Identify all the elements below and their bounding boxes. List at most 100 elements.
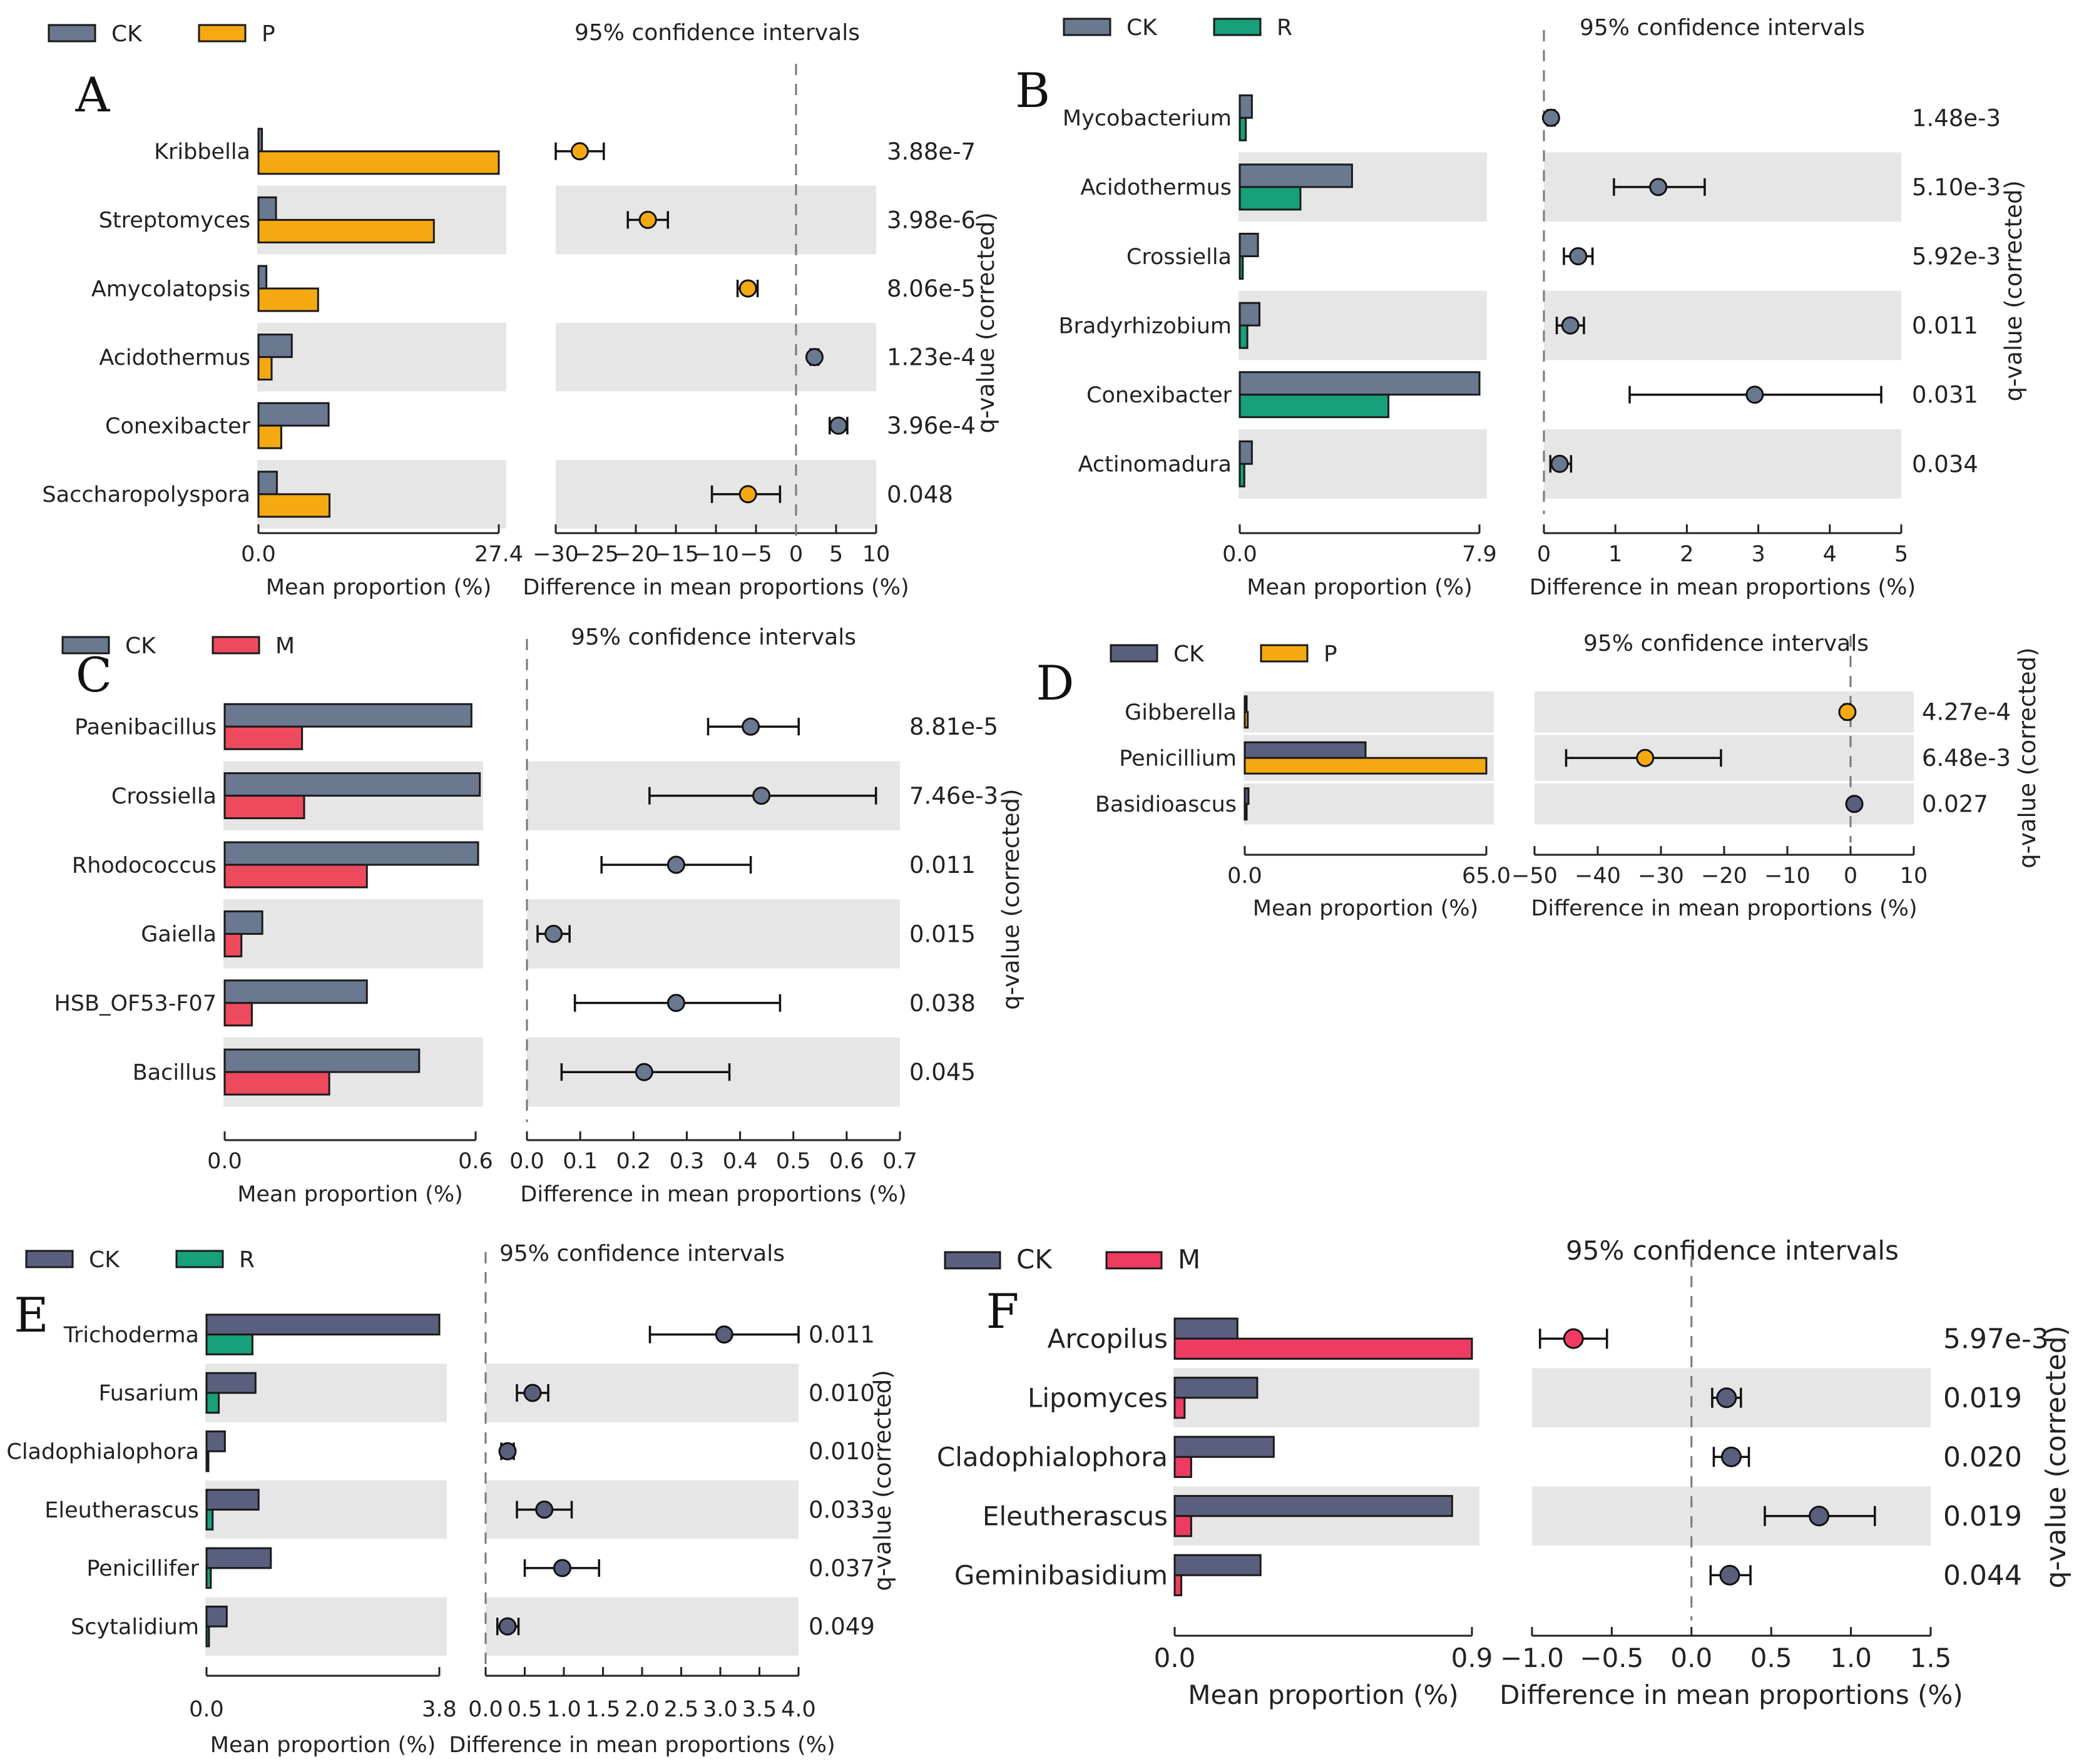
panel-letter: B — [1015, 63, 1050, 118]
mean-tick-label: 3.8 — [422, 1697, 457, 1722]
bar-ck — [1239, 440, 1253, 465]
bar-m — [223, 795, 305, 820]
bar-m — [223, 1002, 253, 1027]
row-background — [527, 899, 900, 969]
bar-r — [205, 1450, 210, 1472]
q-value-axis-title: q-value (corrected) — [998, 789, 1024, 1010]
category-label: Streptomyces — [99, 208, 250, 233]
diff-tick-label: 1.5 — [586, 1697, 621, 1722]
category-label: Cladophialophora — [937, 1442, 1168, 1472]
row-background — [486, 1597, 799, 1656]
bar-ck — [1239, 94, 1253, 119]
mean-difference-point — [1745, 385, 1764, 404]
diff-tick-label: −0.5 — [1580, 1643, 1643, 1673]
legend-swatch-ck — [25, 1250, 74, 1268]
legend-swatch-ck — [944, 1251, 1001, 1270]
bar-ck — [257, 196, 277, 221]
mean-axis-title: Mean proportion (%) — [237, 1182, 463, 1207]
category-label: Saccharopolyspora — [42, 482, 250, 507]
mean-tick-label: 0.0 — [1154, 1643, 1196, 1673]
row-background — [257, 322, 506, 392]
q-value: 5.97e-3 — [1943, 1323, 2049, 1355]
bar-p — [257, 287, 319, 312]
q-value: 0.034 — [1912, 451, 1978, 477]
diff-tick-label: −20 — [613, 542, 659, 567]
panel-letter: A — [75, 67, 111, 123]
bar-ck — [1173, 1435, 1275, 1458]
diff-tick-label: 2.5 — [664, 1697, 699, 1722]
bar-m — [1173, 1574, 1183, 1596]
legend-label-m: M — [275, 633, 295, 659]
diff-tick-label: 3.5 — [742, 1697, 777, 1722]
ci-title: 95% confidence intervals — [499, 1241, 785, 1267]
diff-tick-label: 3 — [1751, 542, 1765, 567]
mean-axis-title: Mean proportion (%) — [210, 1733, 436, 1758]
diff-tick-label: −40 — [1575, 864, 1621, 889]
mean-axis: 0.0 27.4 Mean proportion (%) — [241, 524, 523, 600]
mean-difference-point — [1721, 1446, 1742, 1467]
mean-tick-label: 0.9 — [1451, 1643, 1493, 1673]
legend-swatch-p — [198, 24, 247, 43]
legend-label-ck: CK — [1173, 641, 1205, 667]
diff-tick-label: −10 — [1764, 864, 1811, 889]
panel-c: C CK M 95% confidence intervals Paenibacillu… — [54, 625, 1024, 1207]
panel-letter: E — [14, 1287, 48, 1343]
mean-difference-point — [1569, 247, 1588, 265]
q-value-axis-title: q-value (corrected) — [869, 1370, 896, 1591]
bar-r — [1239, 186, 1302, 211]
mean-tick-label: 7.9 — [1462, 542, 1497, 567]
bar-m — [223, 864, 368, 889]
mean-difference-point — [667, 855, 685, 874]
q-value-axis-title: q-value (corrected) — [2000, 180, 2027, 401]
diff-tick-label: 1.5 — [1910, 1643, 1952, 1673]
row-background — [556, 185, 876, 255]
category-label: HSB_OF53-F07 — [54, 991, 217, 1016]
category-label: Kribbella — [154, 140, 250, 165]
mean-difference-point — [570, 142, 589, 161]
row-background — [1239, 290, 1487, 360]
bar-p — [257, 424, 282, 449]
mean-axis: 0.0 7.9 Mean proportion (%) — [1222, 524, 1497, 600]
diff-axis: −50 −40 −30 −20 −10 0 10 Difference in mean pro… — [1511, 846, 1928, 921]
category-label: Cladophialophora — [6, 1440, 199, 1465]
category-label: Paenibacillus — [74, 715, 217, 740]
diff-tick-label: 0.2 — [616, 1149, 651, 1174]
diff-tick-label: 0.7 — [882, 1149, 917, 1174]
diff-axis: 0.0 0.5 1.0 1.5 2.0 2.5 3.0 3.5 4.0 Difference in… — [449, 1667, 835, 1758]
mean-axis-title: Mean proportion (%) — [1253, 896, 1479, 921]
bar-p — [257, 356, 273, 381]
row-background — [1544, 290, 1901, 360]
category-label: Gaiella — [141, 922, 217, 947]
q-value: 6.48e-3 — [1922, 745, 2011, 772]
ci-title: 95% confidence intervals — [571, 625, 856, 650]
legend-label-m: M — [1178, 1244, 1200, 1275]
mean-tick-label: 0.0 — [1222, 542, 1257, 567]
mean-difference-point — [738, 485, 757, 504]
panel-e: E CK R 95% confidence intervals Trichoderma F… — [6, 1241, 896, 1758]
bar-r — [205, 1567, 212, 1589]
q-value: 0.037 — [809, 1555, 875, 1582]
bar-r — [1239, 462, 1245, 487]
q-value: 4.27e-4 — [1922, 699, 2011, 726]
mean-tick-label: 0.0 — [1227, 864, 1262, 889]
legend-label-ck: CK — [1016, 1244, 1053, 1275]
q-value-axis-title: q-value (corrected) — [2040, 1325, 2072, 1588]
bar-ck — [223, 1048, 421, 1073]
row-background — [205, 1597, 447, 1656]
legend: CK P — [1110, 641, 1337, 667]
legend: CK P — [48, 21, 275, 47]
q-value: 5.10e-3 — [1912, 174, 2001, 201]
bar-m — [223, 932, 243, 957]
category-label: Lipomyces — [1028, 1382, 1168, 1413]
diff-axis-title: Difference in mean proportions (%) — [1531, 896, 1917, 921]
mean-difference-point — [535, 1501, 554, 1519]
q-value: 0.011 — [909, 852, 976, 879]
diff-tick-label: 1 — [1608, 542, 1622, 567]
bar-ck — [1173, 1495, 1453, 1517]
diff-tick-label: −10 — [693, 542, 739, 567]
ci-title: 95% confidence intervals — [575, 20, 860, 46]
diff-tick-label: 4.0 — [781, 1697, 816, 1722]
mean-difference-point — [1719, 1564, 1740, 1586]
bar-m — [1173, 1397, 1186, 1419]
mean-difference-point — [1838, 703, 1857, 721]
